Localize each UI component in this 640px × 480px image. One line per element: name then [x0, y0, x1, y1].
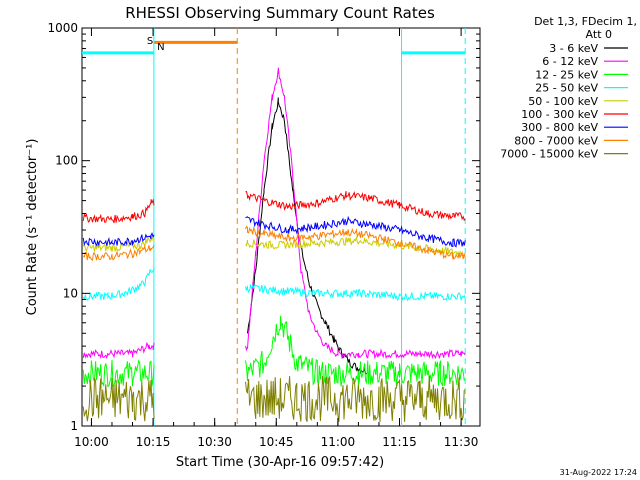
legend-header-line-1: Det 1,3, FDecim 1,	[534, 15, 637, 28]
series-line-7	[82, 225, 466, 261]
series-line-5	[82, 190, 466, 224]
legend-label-1: 6 - 12 keV	[542, 55, 598, 68]
x-tick-label-4: 11:00	[321, 435, 356, 449]
series-line-3	[82, 267, 466, 302]
series-line-6	[82, 215, 466, 248]
annotation-s: S	[147, 36, 153, 47]
legend-label-3: 25 - 50 keV	[535, 82, 598, 95]
legend-label-6: 300 - 800 keV	[521, 121, 598, 134]
legend-label-4: 50 - 100 keV	[528, 95, 598, 108]
y-axis-ticks: 1 10 100 1000	[47, 21, 480, 433]
y-tick-label-2: 100	[55, 154, 78, 168]
x-tick-label-3: 10:45	[259, 435, 294, 449]
plot-frame	[81, 27, 481, 427]
x-tick-label-0: 10:00	[74, 435, 109, 449]
series-line-1	[82, 67, 466, 360]
series-line-0	[247, 97, 367, 375]
annotation-n: N	[157, 42, 164, 53]
series-lines	[82, 67, 466, 422]
x-axis-label: Start Time (30-Apr-16 09:57:42)	[176, 455, 384, 470]
legend-label-8: 7000 - 15000 keV	[500, 148, 598, 161]
x-tick-label-5: 11:15	[382, 435, 417, 449]
x-tick-label-1: 10:15	[136, 435, 171, 449]
y-tick-label-3: 1000	[47, 21, 78, 35]
legend-label-7: 800 - 7000 keV	[514, 134, 598, 147]
date-stamp: 31-Aug-2022 17:24	[560, 468, 637, 477]
chart-title: RHESSI Observing Summary Count Rates	[125, 4, 435, 22]
legend-label-2: 12 - 25 keV	[535, 68, 598, 81]
y-axis-label: Count Rate (s⁻¹ detector⁻¹)	[25, 139, 40, 316]
legend-label-5: 100 - 300 keV	[521, 108, 598, 121]
legend-header-line-2: Att 0	[586, 28, 612, 41]
y-tick-label-1: 10	[63, 286, 78, 300]
x-axis-ticks: 10:00 10:15 10:30 10:45 11:00 11:15 11:30	[74, 28, 478, 449]
y-tick-label-0: 1	[70, 419, 78, 433]
legend-label-0: 3 - 6 keV	[549, 42, 598, 55]
series-line-8	[82, 375, 466, 422]
x-tick-label-6: 11:30	[444, 435, 479, 449]
x-tick-label-2: 10:30	[197, 435, 232, 449]
